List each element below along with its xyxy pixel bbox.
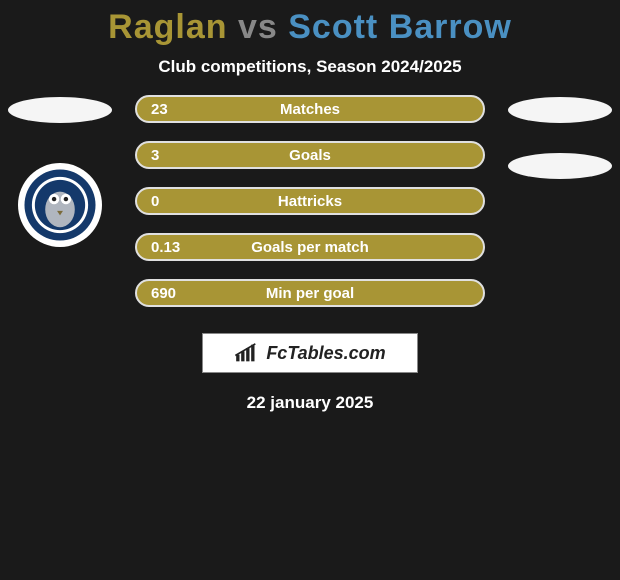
source-logo: FcTables.com: [202, 333, 418, 373]
right-column: [508, 97, 612, 179]
stat-row-hattricks: 0 Hattricks: [135, 187, 485, 215]
title-vs: vs: [238, 8, 278, 46]
subtitle: Club competitions, Season 2024/2025: [0, 57, 620, 77]
player2-club-placeholder: [508, 153, 612, 179]
bar-chart-icon: [234, 343, 260, 363]
stat-row-goals: 3 Goals: [135, 141, 485, 169]
stat-label: Hattricks: [137, 193, 483, 210]
stat-label: Goals: [137, 147, 483, 164]
player1-club-badge: [18, 163, 102, 247]
date-label: 22 january 2025: [0, 393, 620, 413]
title-player1: Raglan: [108, 8, 227, 46]
page-title: Raglan vs Scott Barrow: [0, 8, 620, 47]
player2-avatar-placeholder: [508, 97, 612, 123]
stat-row-min-per-goal: 690 Min per goal: [135, 279, 485, 307]
title-player2: Scott Barrow: [288, 8, 512, 46]
comparison-card: Raglan vs Scott Barrow Club competitions…: [0, 0, 620, 413]
main-area: 23 Matches 3 Goals 0 Hattricks 0.13 Goal…: [0, 95, 620, 413]
source-name: FcTables.com: [266, 343, 385, 364]
player1-avatar-placeholder: [8, 97, 112, 123]
stat-row-goals-per-match: 0.13 Goals per match: [135, 233, 485, 261]
left-column: [8, 97, 112, 247]
club-crest-icon: [23, 168, 97, 242]
stat-label: Goals per match: [137, 239, 483, 256]
stat-label: Min per goal: [137, 285, 483, 302]
stats-list: 23 Matches 3 Goals 0 Hattricks 0.13 Goal…: [135, 95, 485, 307]
stat-row-matches: 23 Matches: [135, 95, 485, 123]
stat-label: Matches: [137, 101, 483, 118]
